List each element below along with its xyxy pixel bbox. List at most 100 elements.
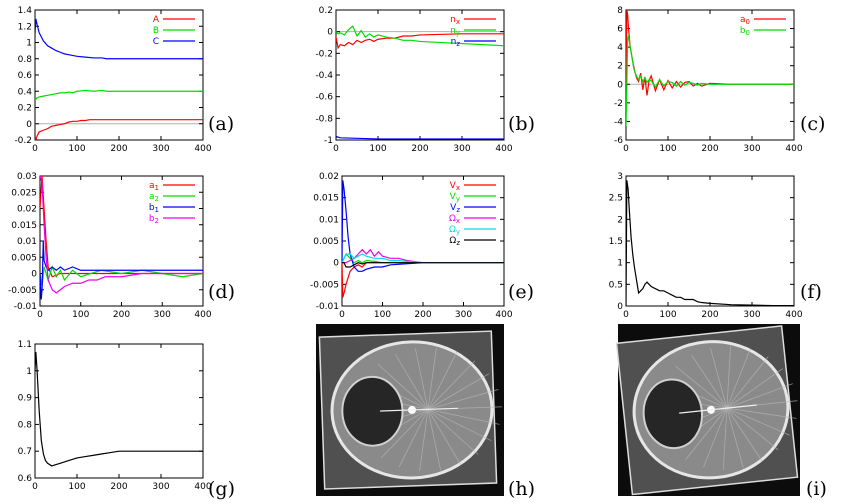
y-tick-label: 0 [617,302,623,312]
y-tick-label: 1 [617,259,623,269]
y-tick-label: 0.005 [11,253,37,263]
x-tick-label: 0 [339,310,345,320]
x-tick-label: 0 [32,482,38,492]
y-tick-label: -0.005 [8,286,37,296]
legend-label-nx: nx [450,15,460,26]
x-tick-label: 100 [68,144,85,154]
x-tick-label: 100 [659,310,676,320]
y-tick-label: 0.7 [18,447,32,457]
x-tick-label: 200 [701,144,718,154]
y-tick-label: 0.6 [18,474,33,484]
y-tick-label: -0.01 [316,302,339,312]
dark-cavity [341,375,404,447]
legend-label-vy: Vy [450,192,460,203]
x-tick-label: 300 [743,144,760,154]
x-tick-label: 200 [110,144,127,154]
y-tick-label: -0.2 [315,49,333,59]
series-line-nx [336,33,504,50]
series-line-curve [35,351,203,467]
y-tick-label: 0 [31,270,37,280]
legend-label-nz: nz [451,37,461,48]
series-line-ny [336,25,504,47]
x-tick-label: 0 [623,310,629,320]
x-tick-label: 300 [152,482,169,492]
x-tick-label: 200 [113,310,130,320]
x-tick-label: 100 [659,144,676,154]
chart-panel-1: 0 100 200 300 400-0.200.20.40.60.811.21.4ABC… [14,6,234,154]
x-tick-label: 100 [72,310,89,320]
y-tick-label: 1 [26,367,32,377]
y-tick-label: 8 [617,6,623,16]
y-tick-label: 0.03 [17,172,37,182]
series-line-b [35,89,203,100]
legend-label-y: Ωy [449,225,460,236]
legend-label-vz: Vz [450,203,460,214]
x-tick-label: 400 [495,310,512,320]
y-tick-label: -0.6 [315,93,333,103]
y-tick-label: 0 [327,28,333,38]
series-line-nz [336,136,504,140]
y-tick-label: 2 [617,62,623,72]
y-tick-label: 0.4 [18,87,33,97]
x-tick-label: 0 [623,144,629,154]
legend-label-a0: a0 [740,15,750,26]
y-tick-label: 0.9 [18,394,33,404]
y-tick-label: 0.01 [319,215,339,225]
x-tick-label: 100 [68,482,85,492]
y-tick-label: 0.2 [319,6,333,16]
y-tick-label: -0.4 [315,71,333,81]
panel-label-b: (b) [508,113,535,135]
x-tick-label: 400 [194,482,211,492]
y-tick-label: 0 [333,259,339,269]
chart-panel-5: 0 100 200 300 400 -0.01 -0.005 0 0.005 0.01 0.015 0… [310,172,534,320]
y-tick-label: 0.025 [11,188,37,198]
y-tick-label: 0.8 [18,420,33,430]
y-tick-label: -6 [614,136,623,146]
y-tick-label: 0.6 [18,71,33,81]
series-line-vx [342,262,504,298]
y-tick-label: -1 [324,136,333,146]
y-tick-label: 1.1 [18,340,32,350]
x-tick-label: 100 [374,310,391,320]
series-line-a [35,119,203,140]
y-tick-label: 2 [617,215,623,225]
x-tick-label: 300 [453,144,470,154]
image-panel-i [615,324,800,496]
series-line-b0 [626,33,794,127]
y-tick-label: 1.5 [609,237,623,247]
legend-label-a2: a2 [149,192,159,203]
legend-label-ny: ny [450,26,460,37]
panel-label-g: (g) [208,478,235,500]
x-tick-label: 300 [743,310,760,320]
legend-label-x: Ωx [449,214,460,225]
x-tick-label: 200 [411,144,428,154]
series-line-vy [342,252,504,264]
x-tick-label: 300 [152,144,169,154]
x-tick-label: 0 [32,144,38,154]
x-tick-label: 100 [369,144,386,154]
series-line-a2 [40,265,203,287]
chart-panel-7: 0 100 200 300 400 0.6 0.7 0.8 0.9 1 1.1 (g) [18,340,235,500]
y-tick-label: 1.4 [18,6,33,16]
x-tick-label: 200 [110,482,127,492]
x-tick-label: 400 [194,310,211,320]
y-tick-label: 0.015 [11,221,37,231]
y-tick-label: 0.015 [313,194,339,204]
y-tick-label: 0 [26,120,32,130]
y-tick-label: 0.01 [17,237,37,247]
x-tick-label: 200 [414,310,431,320]
y-tick-label: 0.02 [319,172,339,182]
panel-label-h: (h) [508,478,535,500]
panel-label-i: (i) [806,478,827,500]
panel-label-d: (d) [208,281,235,303]
x-tick-label: 400 [495,144,512,154]
x-tick-label: 300 [154,310,171,320]
image-panel-h [316,324,504,496]
legend-label-b: B [153,26,159,36]
x-tick-label: 0 [37,310,43,320]
legend-label-b0: b0 [740,26,750,37]
x-tick-label: 0 [333,144,339,154]
series-line-b2 [40,176,203,294]
